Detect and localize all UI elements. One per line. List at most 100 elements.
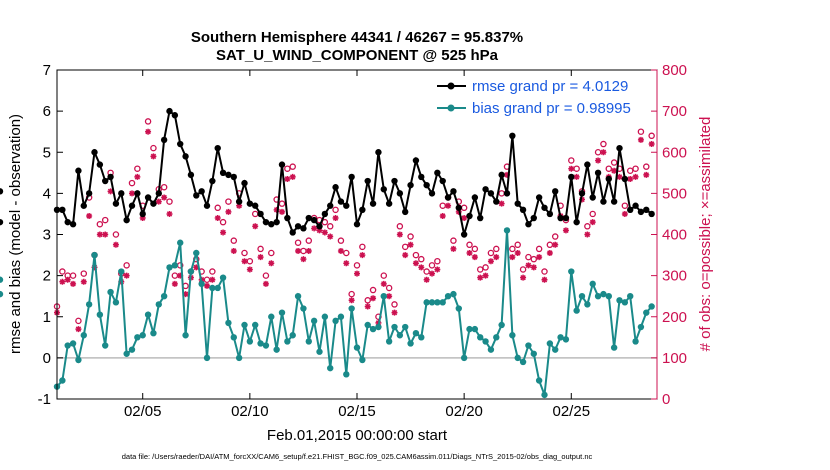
rmse-data-point (514, 200, 521, 207)
obs-possible-marker (214, 204, 221, 212)
bias-data-point (514, 354, 521, 362)
obs-assimilated-marker (279, 208, 285, 215)
obs-possible-marker (514, 241, 521, 249)
obs-assimilated-marker (493, 254, 500, 261)
rmse-data-point (177, 140, 184, 148)
bias-data-point (230, 334, 237, 341)
obs-possible-marker (610, 159, 618, 166)
obs-assimilated-marker (418, 264, 425, 271)
rmse-data-point (80, 202, 87, 209)
bias-data-point (562, 336, 570, 343)
rmse-data-point (332, 184, 339, 191)
obs-possible-marker (423, 268, 430, 275)
obs-possible-marker (150, 144, 157, 152)
bias-data-point (460, 354, 468, 362)
bias-data-point (627, 292, 634, 300)
obs-possible-marker (509, 245, 516, 253)
obs-possible-marker (134, 165, 141, 172)
bias-data-point (262, 342, 270, 349)
obs-possible-marker (369, 286, 377, 294)
bias-data-point (75, 356, 82, 364)
bias-data-point (246, 338, 254, 345)
obs-possible-marker (407, 233, 414, 240)
obs-assimilated-marker (562, 227, 569, 234)
bias-data-point (294, 292, 302, 300)
obs-possible-marker (241, 249, 248, 257)
y-axis-label: rmse and bias (model - observation) (7, 114, 24, 354)
bias-data-point (600, 290, 607, 298)
bias-data-point (177, 239, 184, 246)
obs-possible-marker (289, 163, 296, 170)
obs-assimilated-marker (386, 293, 393, 300)
obs-assimilated-marker (536, 254, 543, 261)
y2-tick-label: 400 (662, 227, 687, 244)
bias-data-point (648, 303, 655, 310)
bias-data-point (198, 280, 205, 288)
bias-data-point (605, 292, 612, 300)
bias-data-point (214, 284, 221, 292)
obs-assimilated-marker (439, 212, 446, 219)
obs-assimilated-marker (600, 149, 607, 156)
y-tick-label: 6 (43, 103, 51, 120)
bias-data-point (102, 342, 109, 349)
obs-assimilated-marker (504, 171, 510, 178)
rmse-data-point (450, 188, 457, 195)
bias-data-point (535, 377, 543, 384)
rmse-data-point (214, 144, 221, 152)
obs-assimilated-marker (482, 272, 489, 279)
bias-data-point (525, 342, 532, 349)
series-layer (0, 107, 655, 399)
y2-tick-label: 600 (662, 144, 687, 161)
rmse-data-point (637, 208, 645, 216)
bias-data-point (552, 346, 559, 353)
obs-assimilated-marker (129, 190, 135, 197)
rmse-data-point (327, 202, 334, 209)
obs-possible-marker (589, 210, 596, 218)
obs-assimilated-marker (541, 276, 548, 283)
obs-assimilated-marker (407, 241, 414, 248)
obs-possible-marker (643, 163, 650, 170)
obs-assimilated-marker (332, 215, 339, 222)
bias-data-point (359, 356, 366, 364)
obs-assimilated-marker (648, 141, 655, 148)
rmse-data-point (632, 202, 639, 209)
bias-data-point (493, 334, 500, 341)
legend-rmse-marker (447, 82, 455, 90)
rmse-data-point (541, 204, 548, 211)
obs-assimilated-marker (402, 252, 409, 259)
obs-possible-marker (471, 245, 479, 253)
x-tick-label: 02/05 (124, 403, 162, 420)
obs-possible-marker (621, 202, 629, 209)
obs-assimilated-marker (321, 229, 328, 236)
obs-possible-marker (482, 264, 489, 271)
obs-possible-marker (396, 223, 404, 230)
obs-possible-marker (284, 165, 291, 172)
obs-assimilated-marker (579, 196, 585, 203)
bias-data-point (171, 262, 179, 269)
obs-possible-marker (450, 237, 457, 244)
bias-data-point (305, 338, 312, 345)
bias-data-point (444, 292, 452, 300)
obs-possible-marker (268, 249, 275, 257)
bias-data-point (610, 344, 618, 351)
x-tick-label: 02/20 (445, 403, 483, 420)
bias-data-point (0, 276, 4, 283)
obs-assimilated-marker (520, 274, 527, 281)
obs-possible-marker (530, 255, 538, 263)
bias-data-point (284, 338, 291, 345)
rmse-data-point (498, 171, 505, 179)
bias-data-point (498, 321, 505, 329)
rmse-data-point (294, 223, 302, 230)
obs-assimilated-marker (621, 210, 628, 217)
bias-data-point (310, 317, 318, 325)
bias-data-point (637, 323, 645, 331)
bias-data-point (107, 288, 114, 296)
rmse-data-point (59, 206, 66, 214)
rmse-data-point (525, 221, 532, 228)
obs-assimilated-marker (573, 173, 580, 180)
rmse-data-point (375, 149, 382, 156)
obs-possible-marker (294, 239, 302, 246)
rmse-data-point (150, 200, 157, 207)
rmse-data-point (418, 173, 425, 181)
bias-data-point (278, 309, 286, 316)
